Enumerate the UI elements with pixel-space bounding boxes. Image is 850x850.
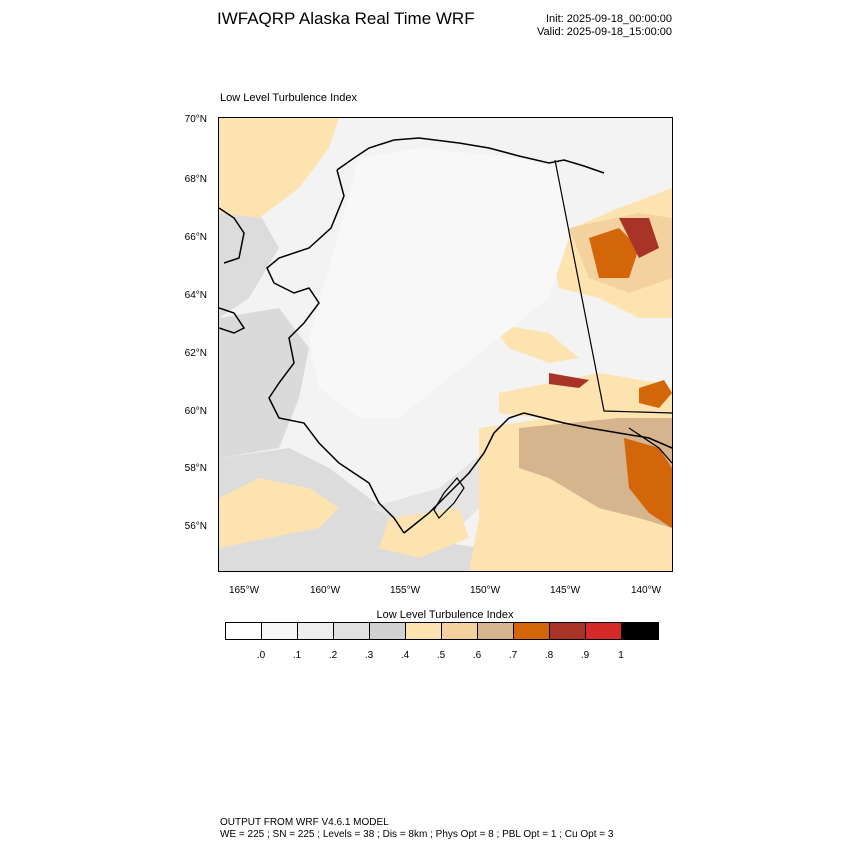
field-yukon-red xyxy=(619,218,659,258)
colorbar-tick-label: .6 xyxy=(472,650,482,661)
colorbar-box-8 xyxy=(514,623,550,639)
lon-label-150: 150°W xyxy=(469,585,501,596)
colorbar-box-1 xyxy=(262,623,298,639)
field-gulf-west xyxy=(219,448,519,571)
coastline-west xyxy=(266,169,405,534)
colorbar-box-2 xyxy=(298,623,334,639)
colorbar-box-5 xyxy=(406,623,442,639)
field-gulf-orange xyxy=(624,438,672,528)
lat-label-70: 70°N xyxy=(184,114,207,125)
footer-model-line: OUTPUT FROM WRF V4.6.1 MODEL xyxy=(220,817,389,828)
coastline-gulf xyxy=(403,412,672,534)
field-coastal-red xyxy=(549,373,589,388)
colorbar-box-9 xyxy=(550,623,586,639)
run-info: Init: 2025-09-18_00:00:00 Valid: 2025-09… xyxy=(537,13,672,39)
lat-label-68: 68°N xyxy=(184,174,207,185)
colorbar-box-10 xyxy=(586,623,622,639)
field-yukon-orange xyxy=(589,228,639,278)
border-panhandle xyxy=(628,427,672,464)
colorbar-tick-label: .9 xyxy=(580,650,590,661)
colorbar-box-7 xyxy=(478,623,514,639)
colorbar-title: Low Level Turbulence Index xyxy=(376,609,514,621)
colorbar-tick-label: .2 xyxy=(328,650,338,661)
lon-label-145: 145°W xyxy=(549,585,581,596)
map-title: IWFAQRP Alaska Real Time WRF xyxy=(217,9,475,28)
coastline-chukotka xyxy=(219,207,245,264)
colorbar-tick-label: .5 xyxy=(436,650,446,661)
lon-label-160: 160°W xyxy=(309,585,341,596)
colorbar-tick-label: .3 xyxy=(364,650,374,661)
colorbar-tick-label: .0 xyxy=(256,650,266,661)
field-range-tan xyxy=(489,323,579,363)
field-interior-white xyxy=(309,148,569,418)
footer-config-line: WE = 225 ; SN = 225 ; Levels = 38 ; Dis … xyxy=(220,829,614,840)
lat-label-58: 58°N xyxy=(184,463,207,474)
colorbar xyxy=(225,622,659,640)
field-bering-north xyxy=(219,208,279,318)
colorbar-tick-label: .7 xyxy=(508,650,518,661)
lat-label-62: 62°N xyxy=(184,348,207,359)
map-plot xyxy=(218,117,673,572)
turbulence-map xyxy=(219,118,672,571)
coastline-st-lawrence xyxy=(219,307,246,334)
colorbar-box-4 xyxy=(370,623,406,639)
field-coastal-orange xyxy=(639,380,672,408)
coastline-north xyxy=(336,137,605,174)
colorbar-tick-label: .8 xyxy=(544,650,554,661)
colorbar-box-6 xyxy=(442,623,478,639)
colorbar-tick-label: 1 xyxy=(618,650,624,661)
field-bering-central xyxy=(219,308,309,458)
colorbar-box-3 xyxy=(334,623,370,639)
lat-label-64: 64°N xyxy=(184,290,207,301)
lat-label-60: 60°N xyxy=(184,406,207,417)
colorbar-tick-label: .1 xyxy=(292,650,302,661)
border-canada xyxy=(554,159,672,414)
coastline-kodiak xyxy=(433,477,465,519)
field-coastal-tan xyxy=(499,373,672,418)
field-kodiak-tan xyxy=(379,508,469,558)
colorbar-box-0 xyxy=(226,623,262,639)
colorbar-box-11 xyxy=(622,623,658,639)
lon-label-165: 165°W xyxy=(228,585,260,596)
field-bristol-tan xyxy=(219,478,339,548)
model-footer: OUTPUT FROM WRF V4.6.1 MODEL WE = 225 ; … xyxy=(220,817,613,841)
colorbar-tick-label: .4 xyxy=(400,650,410,661)
field-arctic-tan xyxy=(219,118,339,218)
valid-time: Valid: 2025-09-18_15:00:00 xyxy=(537,26,672,38)
plot-field-label: Low Level Turbulence Index xyxy=(220,92,357,104)
lon-label-140: 140°W xyxy=(630,585,662,596)
init-time: Init: 2025-09-18_00:00:00 xyxy=(546,13,672,25)
lon-label-155: 155°W xyxy=(389,585,421,596)
lat-label-66: 66°N xyxy=(184,232,207,243)
lat-label-56: 56°N xyxy=(184,521,207,532)
